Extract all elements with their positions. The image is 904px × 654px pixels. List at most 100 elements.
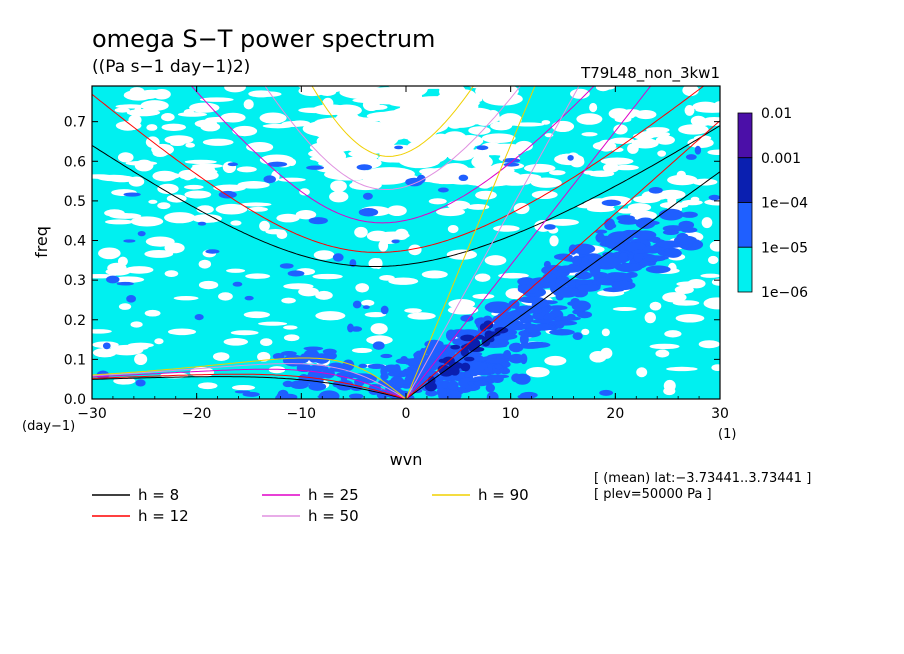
field-gap <box>581 132 598 137</box>
field-level2 <box>287 270 305 277</box>
field-gap <box>368 258 383 269</box>
field-gap <box>92 347 117 358</box>
field-gap <box>212 352 230 361</box>
field-gap <box>674 285 694 295</box>
field-gap <box>684 105 695 116</box>
field-gap <box>198 259 212 269</box>
field-gap <box>347 127 394 144</box>
x-tick-label: 20 <box>606 406 624 422</box>
y-unit-label: (day−1) <box>22 419 75 434</box>
field-level2 <box>356 164 373 171</box>
field-gap <box>146 124 158 131</box>
field-gap <box>707 255 719 265</box>
y-tick-label: 0.4 <box>64 234 86 250</box>
field-gap <box>127 342 154 348</box>
field-gap <box>330 180 347 193</box>
field-gap <box>348 150 374 158</box>
kelvin-curve <box>405 171 720 399</box>
field-level2 <box>602 251 615 258</box>
field-level2 <box>635 217 656 229</box>
field-gap <box>498 113 522 126</box>
field-level2 <box>116 281 134 286</box>
field-level2 <box>234 390 251 394</box>
field-level2 <box>589 264 601 276</box>
field-gap <box>298 287 319 297</box>
field-level2 <box>566 313 576 321</box>
field-level2 <box>648 187 663 194</box>
field-gap <box>339 86 388 100</box>
field-gap <box>700 273 720 278</box>
field-gap <box>281 297 296 304</box>
field-gap <box>152 148 168 158</box>
field-level3 <box>460 362 471 372</box>
field-gap <box>576 113 603 125</box>
field-level2 <box>123 239 136 243</box>
field-gap <box>589 102 598 113</box>
field-level2 <box>194 313 204 321</box>
field-gap <box>498 272 529 279</box>
field-gap <box>315 290 333 300</box>
field-level2 <box>554 320 578 326</box>
colorbar-bin <box>737 112 753 159</box>
field-gap <box>378 239 389 252</box>
field-level2 <box>464 369 471 379</box>
field-gap <box>481 133 516 143</box>
field-gap <box>213 184 246 192</box>
field-level2 <box>473 356 488 362</box>
field-gap <box>199 97 234 102</box>
field-gap <box>613 164 639 171</box>
field-level2 <box>394 145 404 150</box>
field-gap <box>592 141 617 151</box>
field-gap <box>644 311 656 324</box>
field-level2 <box>272 353 285 360</box>
field-gap <box>144 249 174 258</box>
field-gap <box>362 174 408 185</box>
field-gap <box>125 160 158 166</box>
x-axis: −30 −20 −10 0 10 20 30 <box>77 86 729 422</box>
field-level2 <box>567 154 574 161</box>
field-gap <box>312 273 343 280</box>
field-gap <box>164 270 179 278</box>
field-gap <box>408 161 430 168</box>
field-gap <box>546 218 579 226</box>
field-gap <box>118 303 132 310</box>
field-gap <box>299 188 310 196</box>
field-level2 <box>263 175 276 184</box>
field-gap <box>586 205 615 213</box>
field-level2 <box>419 347 427 360</box>
field-gap <box>447 224 459 234</box>
field-gap <box>421 167 473 185</box>
field-level2 <box>362 192 373 200</box>
field-gap <box>260 338 273 347</box>
field-level2 <box>244 295 254 301</box>
field-gap <box>276 230 288 239</box>
field-level2 <box>342 359 355 371</box>
field-gap <box>479 142 505 156</box>
field-gap <box>649 301 662 311</box>
field-gap <box>600 347 613 359</box>
field-level2 <box>508 353 525 364</box>
field-level2 <box>549 329 575 336</box>
field-gap <box>152 89 171 100</box>
field-level2 <box>614 262 643 272</box>
x-tick-label: −30 <box>77 406 107 422</box>
field-gap <box>676 170 686 179</box>
field-gap <box>484 255 507 266</box>
field-gap <box>428 198 447 205</box>
field-gap <box>114 107 130 113</box>
field-gap <box>666 366 698 372</box>
field-level2 <box>494 332 518 340</box>
field-level3 <box>438 358 447 363</box>
field-gap <box>600 86 616 90</box>
field-gap <box>408 244 422 256</box>
field-gap <box>117 152 134 163</box>
field-gap <box>245 273 271 279</box>
field-level2 <box>490 374 504 384</box>
field-level2 <box>358 207 379 217</box>
field-gap <box>196 205 214 214</box>
field-gap <box>678 124 709 135</box>
kelvin-curve <box>405 120 720 399</box>
field-gap <box>471 155 493 169</box>
field-gap <box>140 100 169 111</box>
field-level2 <box>450 329 468 336</box>
